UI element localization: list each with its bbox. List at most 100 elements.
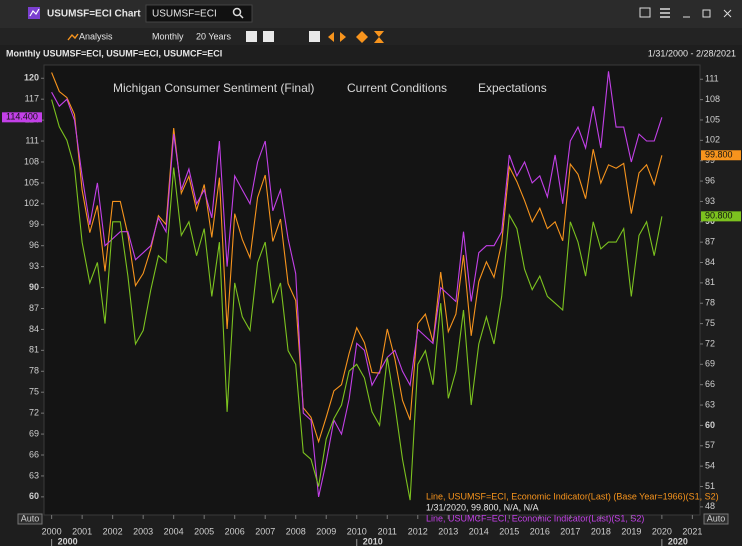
x-tick-label: 2003 xyxy=(133,526,153,536)
y-tick-label: 111 xyxy=(25,135,39,145)
end-value-label: 99.800 xyxy=(705,150,733,160)
chart-icon-line xyxy=(29,8,40,17)
y2-tick-label: 69 xyxy=(705,359,715,369)
x-tick-label: 2018 xyxy=(591,526,611,536)
x-tick-label: 2013 xyxy=(438,526,458,536)
end-value-tag xyxy=(701,150,741,161)
series-line xyxy=(51,99,663,501)
legend-entry: Current Conditions xyxy=(347,81,447,95)
y2-tick-label: 66 xyxy=(705,379,715,389)
y2-tick-label: 57 xyxy=(705,440,715,450)
x-tick-label: 2005 xyxy=(194,526,214,536)
y2-tick-label: 108 xyxy=(705,94,720,104)
x-tick-label: 2011 xyxy=(378,526,397,536)
window-title: USUMSF=ECI Chart xyxy=(47,9,141,20)
y-tick-label: 87 xyxy=(29,303,39,313)
y-tick-label: 96 xyxy=(29,240,39,250)
maximize-button[interactable] xyxy=(702,9,711,18)
y-tick-label: 105 xyxy=(24,177,39,187)
y-tick-label: 120 xyxy=(24,73,39,83)
y-tick-label: 75 xyxy=(29,387,39,397)
x-tick-label: 2002 xyxy=(103,526,123,536)
y-tick-label: 60 xyxy=(29,491,39,501)
auto-label-left: Auto xyxy=(21,513,40,523)
y-tick-label: 81 xyxy=(29,345,39,355)
y2-tick-label: 81 xyxy=(705,277,715,287)
search-text: USUMSF=ECI xyxy=(152,9,217,20)
y-tick-label: 84 xyxy=(29,324,39,334)
range-menu[interactable]: 20 Years xyxy=(196,31,232,41)
y2-tick-label: 48 xyxy=(705,501,715,511)
end-value-label: 114.400 xyxy=(6,112,38,122)
y-tick-label: 99 xyxy=(29,219,39,229)
y-tick-label: 69 xyxy=(29,428,39,438)
y2-tick-label: 87 xyxy=(705,237,715,247)
y-tick-label: 93 xyxy=(29,261,39,271)
menu-button[interactable] xyxy=(660,8,670,18)
y-tick-label: 102 xyxy=(24,198,39,208)
y2-tick-label: 84 xyxy=(705,257,715,267)
title-bar xyxy=(0,0,742,28)
annotation-line-3: Line, USUMCF=ECI, Economic Indicator(Las… xyxy=(426,513,644,523)
close-button[interactable] xyxy=(723,9,732,18)
x-tick-label: 2007 xyxy=(255,526,275,536)
x-tick-label: 2012 xyxy=(408,526,428,536)
x-tick-label: 2004 xyxy=(164,526,184,536)
x-tick-label: 2008 xyxy=(286,526,306,536)
x-tick-label: 2020 xyxy=(652,526,672,536)
y2-tick-label: 72 xyxy=(705,338,715,348)
x-tick-label: 2001 xyxy=(72,526,92,536)
x-major-label: 2020 xyxy=(668,536,688,546)
analysis-icon xyxy=(67,33,79,41)
y2-tick-label: 111 xyxy=(705,74,719,84)
y-tick-label: 90 xyxy=(29,282,39,292)
x-tick-label: 2021 xyxy=(682,526,702,536)
x-tick-label: 2000 xyxy=(42,526,62,536)
auto-label-right: Auto xyxy=(707,513,726,523)
toolbar xyxy=(0,28,742,45)
interval-menu[interactable]: Monthly xyxy=(152,31,184,41)
y2-tick-label: 51 xyxy=(705,481,715,491)
chart-title: Monthly USUMSF=ECI, USUMF=ECI, USUMCF=EC… xyxy=(6,48,222,58)
y2-tick-label: 75 xyxy=(705,318,715,328)
end-value-tag xyxy=(2,112,42,123)
y2-tick-label: 93 xyxy=(705,196,715,206)
search-icon-handle xyxy=(239,14,244,19)
y2-tick-label: 105 xyxy=(705,114,720,124)
y2-tick-label: 60 xyxy=(705,420,715,430)
x-tick-label: 2019 xyxy=(621,526,641,536)
search-box[interactable] xyxy=(145,4,253,23)
tool-icons[interactable] xyxy=(246,31,384,43)
link-button[interactable] xyxy=(639,7,651,18)
legend-entry: Expectations xyxy=(478,81,547,95)
auto-button-left[interactable] xyxy=(17,513,43,525)
x-major-label: 2000 xyxy=(58,536,78,546)
date-range: 1/31/2000 - 2/28/2021 xyxy=(648,48,736,58)
x-major-label: 2010 xyxy=(363,536,383,546)
end-value-label: 90.800 xyxy=(705,211,733,221)
y-tick-label: 66 xyxy=(29,449,39,459)
y2-tick-label: 54 xyxy=(705,461,715,471)
x-tick-label: 2009 xyxy=(316,526,336,536)
x-tick-label: 2016 xyxy=(530,526,550,536)
annotation-line-2: 1/31/2020, 99.800, N/A, N/A xyxy=(426,502,539,512)
auto-button-right[interactable] xyxy=(703,513,729,525)
end-value-tag xyxy=(701,211,741,222)
legend-entry: Michigan Consumer Sentiment (Final) xyxy=(113,81,314,95)
search-icon[interactable] xyxy=(232,7,242,17)
y-tick-label: 63 xyxy=(29,470,39,480)
analysis-menu[interactable]: Analysis xyxy=(79,31,113,41)
x-tick-label: 2015 xyxy=(499,526,519,536)
x-tick-label: 2006 xyxy=(225,526,245,536)
x-tick-label: 2010 xyxy=(347,526,367,536)
y2-tick-label: 78 xyxy=(705,298,715,308)
y-tick-label: 78 xyxy=(29,366,39,376)
y2-tick-label: 102 xyxy=(705,135,720,145)
y2-tick-label: 63 xyxy=(705,399,715,409)
y-tick-label: 117 xyxy=(25,94,39,104)
y2-tick-label: 96 xyxy=(705,175,715,185)
annotation-line-1: Line, USUMSF=ECI, Economic Indicator(Las… xyxy=(426,491,719,501)
x-tick-label: 2017 xyxy=(560,526,580,536)
chart-icon xyxy=(28,7,40,19)
